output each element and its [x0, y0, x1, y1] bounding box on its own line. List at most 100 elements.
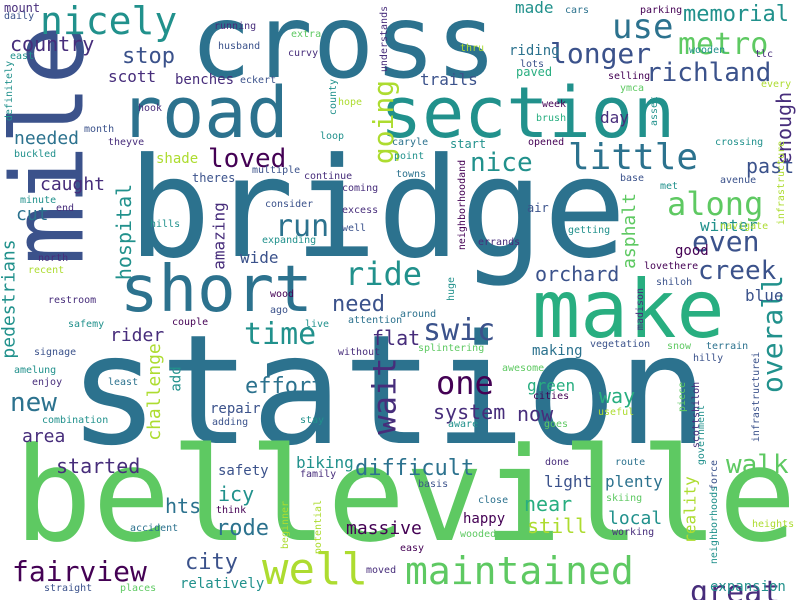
word-repair: repair [210, 401, 261, 417]
word-daily: daily [4, 11, 35, 22]
word-wooded: wooded [460, 529, 497, 540]
word-blue: blue [745, 286, 784, 305]
word-neighborhoods: neighborhoods [709, 485, 721, 565]
word-past: past [746, 154, 795, 178]
word-splintering: splintering [418, 343, 485, 354]
word-longer: longer [550, 37, 652, 70]
word-little: little [568, 137, 699, 178]
word-one: one [436, 364, 494, 402]
word-understands: understands [379, 5, 391, 73]
word-places: places [120, 583, 157, 594]
word-icy: icy [218, 482, 255, 506]
word-maintained: maintained [405, 549, 634, 593]
word-station: station [68, 302, 709, 479]
word-consider: consider [265, 199, 314, 210]
word-scott: scott [108, 67, 157, 86]
word-road: road [120, 72, 289, 154]
word-short: short [120, 253, 313, 327]
word-happy: happy [463, 511, 506, 527]
word-asphalt: asphalt [618, 193, 640, 269]
word-bridge: bridge [128, 128, 627, 289]
word-asset: asset [649, 95, 661, 127]
word-think: think [216, 505, 247, 516]
word-richland: richland [646, 58, 772, 88]
word-awesome: awesome [502, 363, 545, 374]
word-brush: brush [536, 113, 567, 124]
word-stop: stop [122, 44, 175, 69]
word-amazing: amazing [209, 202, 229, 270]
word-theres: theres [192, 171, 236, 185]
word-making: making [532, 343, 583, 359]
word-shade: shade [156, 151, 199, 167]
word-system: system [433, 400, 506, 424]
word-light: light [544, 472, 593, 491]
word-rode: rode [216, 516, 269, 541]
word-attention: attention [348, 315, 403, 326]
word-needed: needed [14, 128, 80, 149]
word-now: now [517, 402, 554, 426]
word-husband: husband [218, 41, 261, 52]
word-snow: snow [667, 341, 692, 352]
word-add: add [168, 366, 185, 392]
word-useful: useful [598, 407, 635, 418]
word-country: country [10, 32, 95, 56]
word-avenue: avenue [720, 175, 757, 186]
word-memorial: memorial [683, 2, 789, 27]
word-need: need [332, 292, 385, 317]
word-navigate: navigate [720, 221, 769, 232]
word-stay: stay [300, 415, 325, 426]
word-recent: recent [28, 265, 65, 276]
word-day: day [600, 108, 629, 127]
word-least: least [108, 377, 139, 388]
word-hope: hope [338, 97, 363, 108]
word-cross: cross [190, 0, 498, 102]
word-beginner: beginner [280, 500, 292, 550]
word-nicely: nicely [40, 0, 178, 43]
word-multiple: multiple [252, 165, 301, 176]
word-local: local [608, 508, 663, 529]
word-terrain: terrain [706, 341, 749, 352]
word-hilly: hilly [693, 353, 724, 364]
word-amelung: amelung [14, 365, 57, 376]
word-month: month [84, 124, 115, 135]
word-expanding: expanding [262, 235, 317, 246]
word-every: every [761, 79, 792, 90]
word-extra: extra [291, 29, 322, 40]
word-rider: rider [110, 325, 165, 346]
word-huge: huge [446, 276, 458, 302]
word-towns: towns [396, 169, 427, 180]
word-enjoy: enjoy [32, 377, 63, 388]
word-around: around [400, 309, 437, 320]
word-working: working [612, 527, 655, 538]
word-vegetation: vegetation [590, 339, 651, 350]
word-live: live [305, 319, 330, 330]
word-challenge: challenge [143, 343, 165, 441]
word-riding: riding [509, 43, 560, 59]
word-pedestrians: pedestrians [0, 239, 20, 359]
word-flat: flat [372, 326, 421, 350]
word-end: end [56, 203, 75, 214]
word-metro: metro [678, 27, 769, 62]
word-biking: biking [296, 453, 354, 472]
word-eckert: eckert [240, 75, 277, 86]
word-area: area [22, 426, 66, 447]
word-east: east [10, 51, 35, 62]
word-route: route [615, 457, 646, 468]
word-section: section [380, 72, 676, 154]
word-well: well [262, 544, 368, 595]
word-cut: cut [16, 204, 49, 225]
word-nice: nice [470, 148, 533, 178]
word-wide: wide [240, 248, 279, 267]
word-couple: couple [172, 317, 209, 328]
word-trails: trails [420, 70, 478, 89]
word-selling: selling [608, 71, 651, 82]
word-loop: loop [320, 131, 345, 142]
word-effort: effort [245, 374, 325, 399]
word-scottshiloh: scottshiloh [691, 381, 703, 449]
word-heights: heights [752, 519, 795, 530]
word-make: make [532, 263, 725, 356]
word-family: family [300, 469, 337, 480]
word-reality: reality [680, 476, 700, 544]
word-base: base [620, 173, 645, 184]
